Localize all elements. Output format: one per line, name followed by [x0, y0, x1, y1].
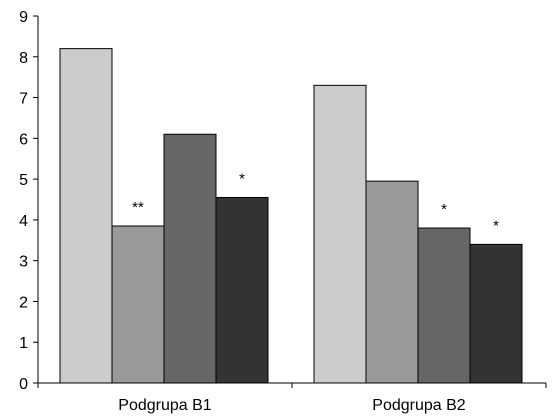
significance-marker: * [441, 201, 447, 218]
annotations: ***** [132, 170, 499, 234]
category-label: Podgrupa B1 [118, 397, 212, 414]
y-tick-label: 0 [19, 376, 28, 393]
y-tick-label: 5 [19, 172, 28, 189]
bar [313, 84, 367, 384]
bars [59, 48, 523, 384]
bar [365, 180, 419, 384]
y-tick-label: 3 [19, 254, 28, 271]
bar [59, 48, 113, 384]
y-tick-label: 6 [19, 131, 28, 148]
y-tick-label: 1 [19, 335, 28, 352]
significance-marker: * [493, 217, 499, 234]
y-tick-label: 4 [19, 213, 28, 230]
significance-marker: * [239, 170, 245, 187]
bar [163, 133, 217, 384]
y-tick-label: 2 [19, 294, 28, 311]
bar [111, 225, 165, 384]
category-labels: Podgrupa B1 Podgrupa B2 [118, 397, 466, 414]
y-tick-label: 9 [19, 9, 28, 26]
bar [215, 196, 269, 384]
y-tick-label: 8 [19, 50, 28, 67]
bar [417, 227, 471, 384]
bar [469, 243, 523, 384]
y-tick-label: 7 [19, 91, 28, 108]
category-label: Podgrupa B2 [372, 397, 466, 414]
significance-marker: ** [132, 199, 144, 216]
